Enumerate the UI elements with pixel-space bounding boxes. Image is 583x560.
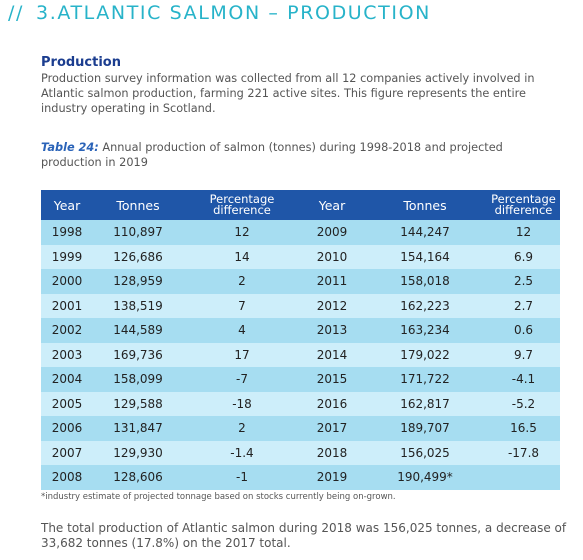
heading-slashes: // xyxy=(8,2,25,24)
page-heading: // 3.ATLANTIC SALMON – PRODUCTION xyxy=(8,2,431,24)
header-year: Year xyxy=(318,197,346,213)
cell-tonnes: 158,099 xyxy=(113,372,163,387)
cell-percentage-difference: -7 xyxy=(236,372,248,387)
section-title: Production xyxy=(41,55,121,70)
cell-percentage-difference: 4 xyxy=(238,323,246,338)
cell-tonnes: 110,897 xyxy=(113,225,163,240)
cell-tonnes: 179,022 xyxy=(400,347,450,362)
heading-title: 3.ATLANTIC SALMON – PRODUCTION xyxy=(36,2,431,24)
cell-percentage-difference: 6.9 xyxy=(513,249,534,264)
cell-percentage-difference: 12 xyxy=(234,225,250,240)
table-row: 2008 128,606 -1 2019 190,499* xyxy=(41,465,560,490)
header-tonnes: Tonnes xyxy=(116,197,160,213)
cell-percentage-difference: 7 xyxy=(238,298,246,313)
cell-year: 2014 xyxy=(316,347,348,362)
cell-percentage-difference: 2.7 xyxy=(513,298,534,313)
cell-year: 2010 xyxy=(316,249,348,264)
table-row: 2004 158,099 -7 2015 171,722 -4.1 xyxy=(41,367,560,392)
cell-year: 2005 xyxy=(51,396,83,411)
cell-year: 2019 xyxy=(316,470,348,485)
cell-tonnes: 128,959 xyxy=(113,274,163,289)
table-row: 2000 128,959 2 2011 158,018 2.5 xyxy=(41,269,560,294)
cell-percentage-difference: 14 xyxy=(234,249,250,264)
cell-tonnes: 129,930 xyxy=(113,445,163,460)
cell-year: 2004 xyxy=(51,372,83,387)
cell-tonnes: 162,817 xyxy=(400,396,450,411)
cell-year: 2012 xyxy=(316,298,348,313)
cell-percentage-difference: -1 xyxy=(236,470,248,485)
table-row: 2002 144,589 4 2013 163,234 0.6 xyxy=(41,318,560,343)
cell-year: 2016 xyxy=(316,396,348,411)
cell-percentage-difference: -18 xyxy=(232,396,252,411)
footnote: *industry estimate of projected tonnage … xyxy=(41,492,396,502)
cell-year: 2008 xyxy=(51,470,83,485)
table-row: 2001 138,519 7 2012 162,223 2.7 xyxy=(41,293,560,318)
cell-percentage-difference: 12 xyxy=(515,225,532,240)
cell-year: 2006 xyxy=(51,421,83,436)
intro-paragraph: Production survey information was collec… xyxy=(41,72,535,115)
production-table: Year Tonnes Percentage difference Year T… xyxy=(41,190,560,490)
cell-tonnes: 171,722 xyxy=(400,372,450,387)
table-row: 2003 169,736 17 2014 179,022 9.7 xyxy=(41,342,560,367)
cell-year: 2003 xyxy=(51,347,83,362)
table-row: 1998 110,897 12 2009 144,247 12 xyxy=(41,220,560,245)
cell-tonnes: 163,234 xyxy=(400,323,450,338)
cell-tonnes: 131,847 xyxy=(113,421,163,436)
total-paragraph: The total production of Atlantic salmon … xyxy=(41,521,567,550)
cell-tonnes: 138,519 xyxy=(113,298,163,313)
cell-percentage-difference: -5.2 xyxy=(511,396,536,411)
cell-year: 2018 xyxy=(316,445,348,460)
cell-tonnes: 144,247 xyxy=(400,225,450,240)
cell-tonnes: 144,589 xyxy=(113,323,163,338)
header-year: Year xyxy=(53,197,81,213)
cell-year: 2015 xyxy=(316,372,348,387)
table-caption: Table 24: Annual production of salmon (t… xyxy=(41,140,561,170)
cell-year: 2013 xyxy=(316,323,348,338)
table-caption-label: Table 24: xyxy=(41,141,99,154)
table-row: 2007 129,930 -1.4 2018 156,025 -17.8 xyxy=(41,440,560,465)
cell-year: 2007 xyxy=(51,445,83,460)
cell-year: 1999 xyxy=(51,249,83,264)
table-row: 1999 126,686 14 2010 154,164 6.9 xyxy=(41,244,560,269)
cell-percentage-difference: 2 xyxy=(238,421,246,436)
cell-percentage-difference: 2 xyxy=(238,274,246,289)
cell-year: 2002 xyxy=(51,323,83,338)
cell-tonnes: 156,025 xyxy=(400,445,450,460)
cell-tonnes: 190,499* xyxy=(397,470,453,485)
cell-tonnes: 128,606 xyxy=(113,470,163,485)
cell-tonnes: 162,223 xyxy=(400,298,450,313)
cell-percentage-difference: 9.7 xyxy=(513,347,534,362)
cell-year: 2009 xyxy=(316,225,348,240)
cell-percentage-difference: -1.4 xyxy=(230,445,254,460)
cell-percentage-difference: 16.5 xyxy=(510,421,537,436)
cell-year: 1998 xyxy=(51,225,83,240)
cell-percentage-difference: 0.6 xyxy=(513,323,534,338)
cell-tonnes: 129,588 xyxy=(113,396,163,411)
cell-percentage-difference: -17.8 xyxy=(507,445,540,460)
cell-year: 2017 xyxy=(316,421,348,436)
table-header-row: Year Tonnes Percentage difference Year T… xyxy=(41,190,560,220)
cell-tonnes: 158,018 xyxy=(400,274,450,289)
cell-tonnes: 154,164 xyxy=(400,249,450,264)
header-tonnes: Tonnes xyxy=(403,197,447,213)
header-percentage-difference: Percentage difference xyxy=(491,192,556,217)
cell-year: 2000 xyxy=(51,274,83,289)
cell-percentage-difference: 2.5 xyxy=(513,274,534,289)
cell-tonnes: 189,707 xyxy=(400,421,450,436)
cell-percentage-difference: -4.1 xyxy=(511,372,536,387)
cell-tonnes: 169,736 xyxy=(113,347,163,362)
table-caption-text: Annual production of salmon (tonnes) dur… xyxy=(41,141,503,169)
cell-year: 2001 xyxy=(51,298,83,313)
cell-tonnes: 126,686 xyxy=(113,249,163,264)
cell-percentage-difference: 17 xyxy=(234,347,250,362)
cell-year: 2011 xyxy=(316,274,348,289)
table-row: 2005 129,588 -18 2016 162,817 -5.2 xyxy=(41,391,560,416)
header-percentage-difference: Percentage difference xyxy=(209,192,275,217)
cell-percentage-difference xyxy=(487,465,560,490)
table-row: 2006 131,847 2 2017 189,707 16.5 xyxy=(41,416,560,441)
